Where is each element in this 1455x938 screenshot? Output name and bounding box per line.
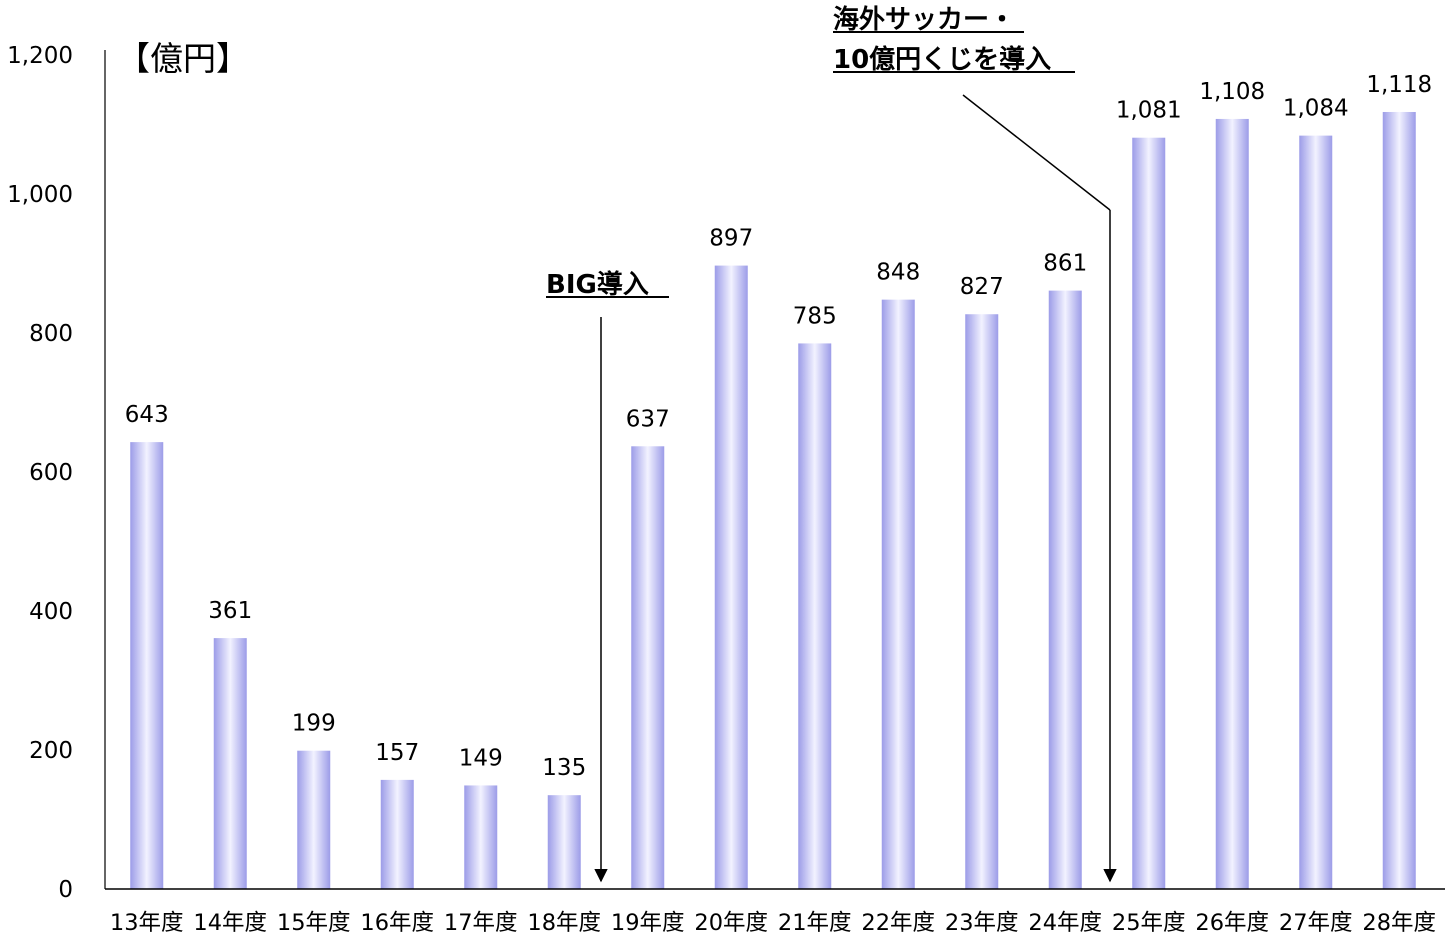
bar: [1382, 111, 1416, 890]
bar: [798, 343, 832, 889]
bar: [297, 750, 331, 889]
data-label: 149: [459, 745, 503, 771]
x-tick-label: 26年度: [1195, 910, 1269, 936]
x-tick-label: 24年度: [1028, 910, 1102, 936]
bar: [1132, 137, 1166, 889]
x-tick-label: 20年度: [694, 910, 768, 936]
bar: [714, 265, 748, 890]
annotation-overseas-leader: [962, 94, 1111, 211]
y-axis: 0 200 400 600 800 1,000 1,200: [7, 43, 106, 903]
annotation-big: BIG導入: [546, 269, 669, 883]
data-label: 897: [709, 226, 753, 252]
bar: [213, 638, 247, 889]
bar: [547, 795, 581, 889]
x-tick-label: 21年度: [778, 910, 852, 936]
annotation-overseas-line1: 海外サッカー・: [833, 5, 1015, 35]
x-tick-label: 16年度: [360, 910, 434, 936]
bar: [1299, 135, 1333, 889]
data-label: 199: [292, 711, 336, 737]
data-label: 643: [125, 402, 169, 428]
x-tick-label: 28年度: [1362, 910, 1436, 936]
data-label: 785: [793, 303, 837, 329]
bars: [130, 111, 1416, 890]
x-tick-label: 19年度: [611, 910, 685, 936]
data-label: 1,108: [1199, 79, 1265, 105]
x-tick-label: 25年度: [1112, 910, 1186, 936]
y-tick-label: 800: [29, 321, 73, 347]
data-label: 637: [626, 406, 670, 432]
x-tick-label: 22年度: [861, 910, 935, 936]
bar: [1215, 118, 1249, 889]
data-label: 848: [876, 260, 920, 286]
bar: [464, 785, 498, 889]
y-tick-label: 200: [29, 738, 73, 764]
data-label: 1,118: [1366, 72, 1432, 98]
data-label: 135: [542, 755, 586, 781]
y-tick-label: 1,000: [7, 182, 73, 208]
annotation-overseas-line2: 10億円くじを導入: [833, 44, 1051, 75]
data-label: 1,084: [1283, 96, 1349, 122]
data-labels: 643 361 199 157 149 135 637 897 785 848 827 861 1,08…: [125, 72, 1432, 781]
y-tick-label: 1,200: [7, 43, 73, 69]
x-tick-label: 27年度: [1279, 910, 1353, 936]
data-label: 157: [375, 740, 419, 766]
bar: [380, 779, 414, 889]
data-label: 827: [960, 274, 1004, 300]
x-tick-label: 23年度: [945, 910, 1019, 936]
bar: [1048, 290, 1082, 890]
bar: [130, 442, 164, 889]
annotation-overseas: 海外サッカー・ 10億円くじを導入: [833, 5, 1117, 883]
y-tick-label: 0: [58, 877, 73, 903]
data-label: 861: [1043, 251, 1087, 277]
x-tick-label: 14年度: [193, 910, 267, 936]
unit-label: 【億円】: [117, 39, 249, 78]
y-tick-label: 600: [29, 460, 73, 486]
x-axis: 13年度 14年度 15年度 16年度 17年度 18年度 19年度 20年度 21年度 22年度…: [105, 888, 1445, 936]
annotation-big-text: BIG導入: [546, 269, 649, 300]
bar: [965, 314, 999, 889]
bar: [881, 299, 915, 889]
x-tick-label: 13年度: [110, 910, 184, 936]
data-label: 361: [208, 598, 252, 624]
x-tick-label: 17年度: [444, 910, 518, 936]
bar: [631, 446, 665, 889]
y-tick-label: 400: [29, 599, 73, 625]
x-tick-label: 18年度: [527, 910, 601, 936]
x-tick-label: 15年度: [277, 910, 351, 936]
data-label: 1,081: [1116, 98, 1182, 124]
